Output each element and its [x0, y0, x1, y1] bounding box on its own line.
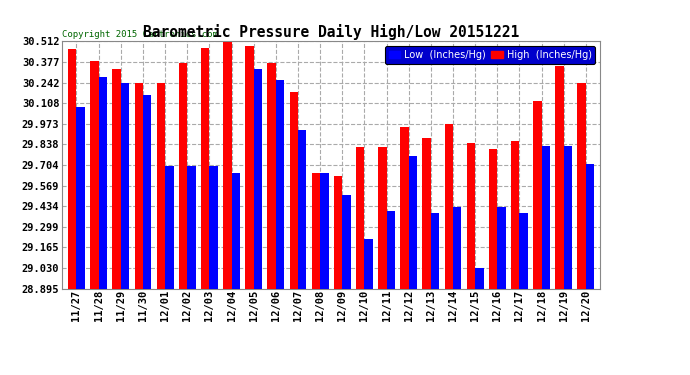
Legend: Low  (Inches/Hg), High  (Inches/Hg): Low (Inches/Hg), High (Inches/Hg) — [385, 46, 595, 64]
Bar — [187, 165, 196, 375]
Bar — [520, 213, 528, 375]
Bar — [232, 173, 240, 375]
Bar — [364, 239, 373, 375]
Bar — [444, 124, 453, 375]
Bar — [121, 83, 129, 375]
Bar — [135, 83, 143, 375]
Bar — [268, 63, 276, 375]
Bar — [179, 63, 187, 375]
Bar — [533, 101, 542, 375]
Bar — [511, 141, 520, 375]
Bar — [99, 77, 107, 375]
Bar — [586, 164, 594, 375]
Bar — [386, 211, 395, 375]
Bar — [112, 69, 121, 375]
Bar — [342, 195, 351, 375]
Bar — [209, 165, 218, 375]
Text: Copyright 2015 Cartronics.com: Copyright 2015 Cartronics.com — [62, 30, 218, 39]
Bar — [312, 173, 320, 375]
Bar — [408, 156, 417, 375]
Bar — [453, 207, 462, 375]
Bar — [555, 66, 564, 375]
Bar — [334, 176, 342, 375]
Bar — [578, 83, 586, 375]
Bar — [245, 46, 254, 375]
Bar — [431, 213, 440, 375]
Bar — [223, 42, 232, 375]
Bar — [564, 146, 572, 375]
Bar — [466, 142, 475, 375]
Bar — [378, 147, 386, 375]
Bar — [489, 149, 497, 375]
Bar — [475, 268, 484, 375]
Bar — [422, 138, 431, 375]
Bar — [400, 127, 408, 375]
Bar — [320, 173, 328, 375]
Bar — [254, 69, 262, 375]
Bar — [290, 92, 298, 375]
Bar — [542, 146, 550, 375]
Bar — [201, 48, 209, 375]
Bar — [165, 165, 173, 375]
Bar — [356, 147, 364, 375]
Bar — [298, 130, 306, 375]
Bar — [143, 95, 151, 375]
Bar — [157, 83, 165, 375]
Bar — [276, 80, 284, 375]
Bar — [68, 49, 77, 375]
Bar — [77, 107, 85, 375]
Bar — [90, 62, 99, 375]
Bar — [497, 207, 506, 375]
Title: Barometric Pressure Daily High/Low 20151221: Barometric Pressure Daily High/Low 20151… — [143, 24, 520, 40]
